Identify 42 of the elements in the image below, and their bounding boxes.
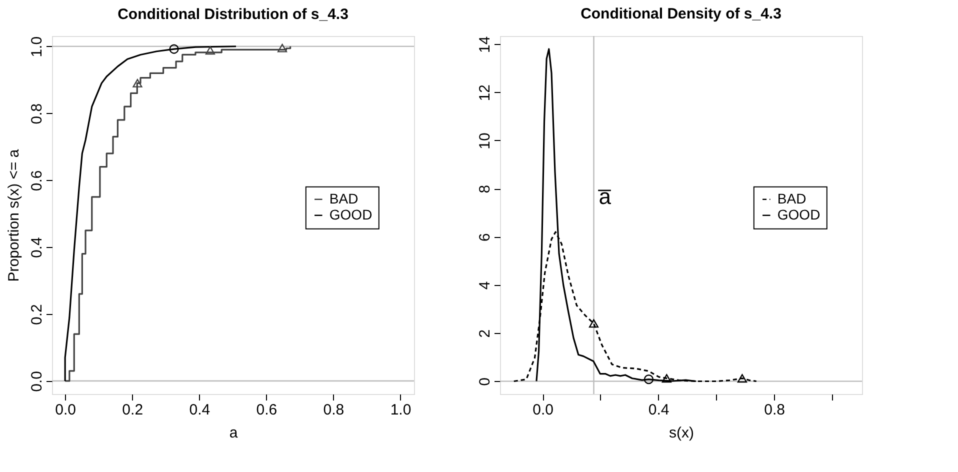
point <box>737 374 747 383</box>
chart-title: Conditional Distribution of s_4.3 <box>118 6 348 23</box>
x-axis-title: s(x) <box>669 424 694 442</box>
y-tick-label: 1.0 <box>28 36 46 58</box>
point <box>662 374 672 383</box>
point <box>277 44 288 52</box>
point <box>644 374 654 384</box>
y-tick-label: 14 <box>476 36 494 54</box>
line-series <box>64 46 237 382</box>
y-tick-label: 0.2 <box>28 304 46 325</box>
x-tick-label: 0.8 <box>764 402 785 418</box>
x-tick-label: 0.2 <box>122 402 144 418</box>
y-tick-label: 6 <box>476 233 494 242</box>
x-tick-label: 1.0 <box>390 402 412 418</box>
point <box>205 46 215 55</box>
y-tick-label: 2 <box>476 329 494 338</box>
y-tick-label: 0.6 <box>28 170 46 192</box>
legend-label: BAD <box>329 190 358 206</box>
point <box>169 44 179 54</box>
ref-line-label: a̅ <box>598 184 612 210</box>
legend-label: GOOD <box>329 206 372 222</box>
y-tick-label: 0.4 <box>28 237 46 258</box>
y-tick-label: 10 <box>476 132 494 150</box>
x-tick-label: 0.8 <box>323 402 344 418</box>
y-tick-label: 0.0 <box>28 371 46 392</box>
y-axis-title: Proportion s(x) <= a <box>6 148 22 282</box>
y-tick-label: 0.8 <box>28 103 46 124</box>
point <box>588 319 599 328</box>
y-tick-label: 4 <box>476 281 494 290</box>
y-tick-label: 8 <box>476 184 494 194</box>
chart-title: Conditional Density of s_4.3 <box>580 5 782 22</box>
x-tick-label: 0.0 <box>532 402 554 418</box>
x-tick-label: 0.4 <box>189 402 210 418</box>
x-axis-title: a <box>229 424 238 442</box>
legend-label: GOOD <box>777 206 820 222</box>
x-tick-label: 0.0 <box>55 402 76 418</box>
x-tick-label: 0.4 <box>648 402 670 418</box>
y-tick-label: 12 <box>476 84 494 102</box>
legend-label: BAD <box>777 190 806 206</box>
y-tick-label: 0 <box>476 378 494 386</box>
x-tick-label: 0.6 <box>256 402 278 418</box>
point <box>132 78 142 88</box>
